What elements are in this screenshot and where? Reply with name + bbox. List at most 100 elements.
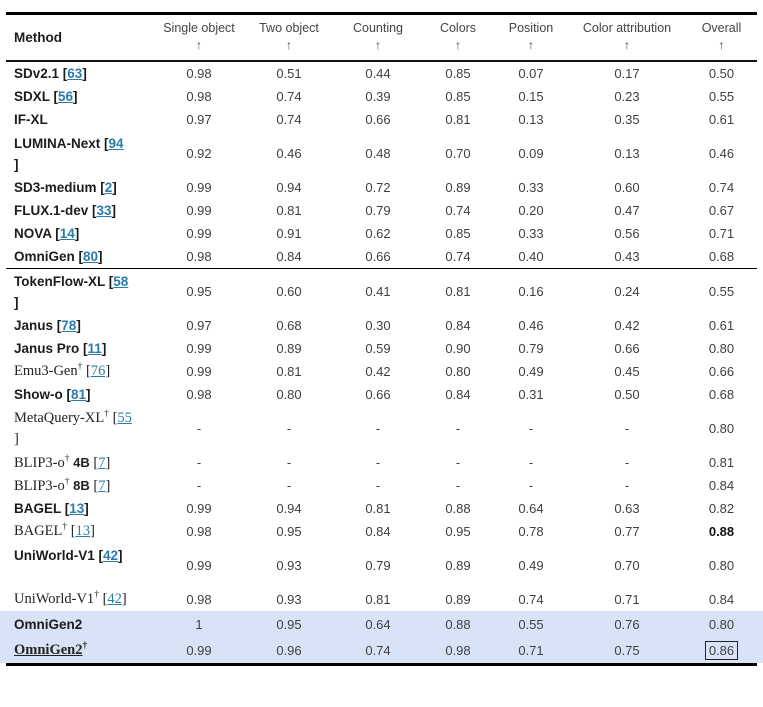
method-name: TokenFlow-XL: [14, 274, 105, 289]
cell-value: 0.71: [518, 642, 544, 658]
column-header-colors: Colors ↑: [422, 20, 494, 54]
cell-value: 0.89: [276, 341, 302, 356]
overall-value: 0.55: [708, 89, 735, 104]
up-arrow-icon: ↑: [196, 38, 202, 52]
cell-value: 0.91: [276, 226, 302, 241]
citation-bracket: ]: [84, 501, 89, 516]
method-cell: BLIP3-o† 4B [7]: [6, 452, 154, 474]
column-label: Color attribution: [582, 21, 672, 35]
cell-value: 0.81: [365, 592, 391, 607]
citation-link[interactable]: 13: [75, 523, 91, 539]
cell-value: -: [375, 478, 381, 493]
citation-link[interactable]: 7: [98, 477, 106, 494]
table-row: LUMINA-Next [94] 0.92 0.46 0.48 0.70 0.09 0.13…: [6, 131, 757, 176]
method-cell: OmniGen2†: [6, 640, 154, 661]
citation-bracket: [: [94, 548, 104, 563]
method-name: Emu3-Gen: [14, 363, 78, 379]
cell-value: 0.79: [365, 203, 391, 218]
overall-value: 0.81: [708, 455, 735, 470]
table-row: MetaQuery-XL† [55] - - - - - - 0.80: [6, 406, 757, 451]
cell-value: 0.75: [614, 642, 640, 658]
method-cell: TokenFlow-XL [58]: [6, 269, 154, 313]
citation-link[interactable]: 42: [103, 548, 119, 563]
up-arrow-icon: ↑: [286, 38, 292, 52]
method-name: UniWorld-V1: [14, 548, 95, 563]
method-name: IF-XL: [14, 112, 48, 127]
citation-bracket: ]: [14, 157, 19, 172]
cell-value: 0.81: [276, 364, 302, 379]
method-name: NOVA: [14, 226, 52, 241]
cell-value: -: [286, 455, 292, 470]
citation-link[interactable]: 7: [98, 454, 106, 471]
cell-value: 0.99: [186, 642, 212, 658]
cell-value: 0.98: [186, 89, 212, 104]
method-name: MetaQuery-XL: [14, 410, 105, 426]
method-cell: MetaQuery-XL† [55]: [6, 406, 154, 450]
overall-value: 0.84: [708, 592, 735, 607]
citation-link[interactable]: 78: [61, 318, 77, 333]
citation-link[interactable]: 76: [90, 363, 106, 379]
citation-link[interactable]: 14: [59, 226, 75, 241]
column-header-position: Position ↑: [494, 20, 568, 54]
method-name: BLIP3-o: [14, 477, 65, 494]
cell-value: -: [375, 455, 381, 470]
overall-value: 0.61: [708, 112, 735, 127]
citation-link[interactable]: 81: [71, 387, 87, 402]
overall-value: 0.66: [708, 364, 735, 379]
overall-value: 0.84: [708, 478, 735, 493]
dagger-marker: †: [62, 522, 68, 533]
citation-link[interactable]: 58: [113, 274, 129, 289]
cell-value: 0.97: [186, 112, 212, 127]
cell-value: 0.30: [365, 318, 391, 333]
citation-bracket: [: [89, 477, 99, 494]
citation-link[interactable]: 13: [69, 501, 85, 516]
citation-link[interactable]: 80: [83, 249, 99, 264]
overall-value: 0.68: [708, 249, 735, 264]
cell-value: -: [196, 478, 202, 493]
table-row: BLIP3-o† 8B [7] - - - - - - 0.84: [6, 474, 757, 497]
cell-value: 0.70: [445, 146, 471, 161]
citation-link[interactable]: 42: [107, 591, 122, 607]
column-label: Overall: [701, 21, 742, 35]
cell-value: 0.98: [186, 387, 212, 402]
cell-value: 0.79: [518, 341, 544, 356]
benchmark-table-page: Method Single object ↑ Two object ↑ Coun…: [0, 12, 763, 707]
cell-value: 0.99: [186, 341, 212, 356]
cell-value: 0.94: [276, 180, 302, 195]
column-label: Two object: [259, 21, 319, 35]
cell-value: 0.35: [614, 112, 640, 127]
cell-value: 0.99: [186, 203, 212, 218]
citation-link[interactable]: 2: [104, 180, 113, 195]
cell-value: 0.95: [186, 284, 212, 299]
overall-value: 0.80: [708, 558, 735, 573]
citation-bracket: [: [62, 387, 72, 402]
cell-value: 0.93: [276, 592, 302, 607]
cell-value: 0.96: [276, 642, 302, 658]
citation-bracket: ]: [74, 226, 80, 241]
citation-link[interactable]: 33: [96, 203, 112, 218]
method-name: Janus Pro: [14, 341, 80, 356]
method-name: OmniGen: [14, 249, 75, 264]
citation-link[interactable]: 55: [117, 410, 132, 426]
dagger-marker: †: [104, 409, 109, 420]
cell-value: 0.64: [365, 616, 391, 632]
table-row: FLUX.1-dev [33] 0.99 0.81 0.79 0.74 0.20 0.47 0…: [6, 199, 757, 222]
cell-value: 0.31: [518, 387, 544, 402]
cell-value: 0.98: [445, 642, 471, 658]
cell-value: 0.84: [276, 249, 302, 264]
overall-value: 0.82: [708, 501, 735, 516]
table-row: NOVA [14] 0.99 0.91 0.62 0.85 0.33 0.56 0.71: [6, 222, 757, 245]
citation-link[interactable]: 56: [58, 89, 74, 104]
citation-bracket: [: [74, 249, 84, 264]
citation-link[interactable]: 94: [108, 136, 124, 151]
column-label: Method: [14, 29, 62, 45]
cell-value: 0.09: [518, 146, 544, 161]
table-row: TokenFlow-XL [58] 0.95 0.60 0.41 0.81 0.16 0.2…: [6, 269, 757, 314]
cell-value: 0.92: [186, 146, 212, 161]
dagger-marker: †: [82, 640, 88, 651]
citation-link[interactable]: 11: [87, 341, 102, 356]
citation-bracket: [: [108, 410, 118, 426]
citation-bracket: [: [82, 363, 91, 379]
citation-link[interactable]: 63: [67, 66, 83, 81]
table-row: BAGEL [13] 0.99 0.94 0.81 0.88 0.64 0.63 0.82: [6, 497, 757, 520]
